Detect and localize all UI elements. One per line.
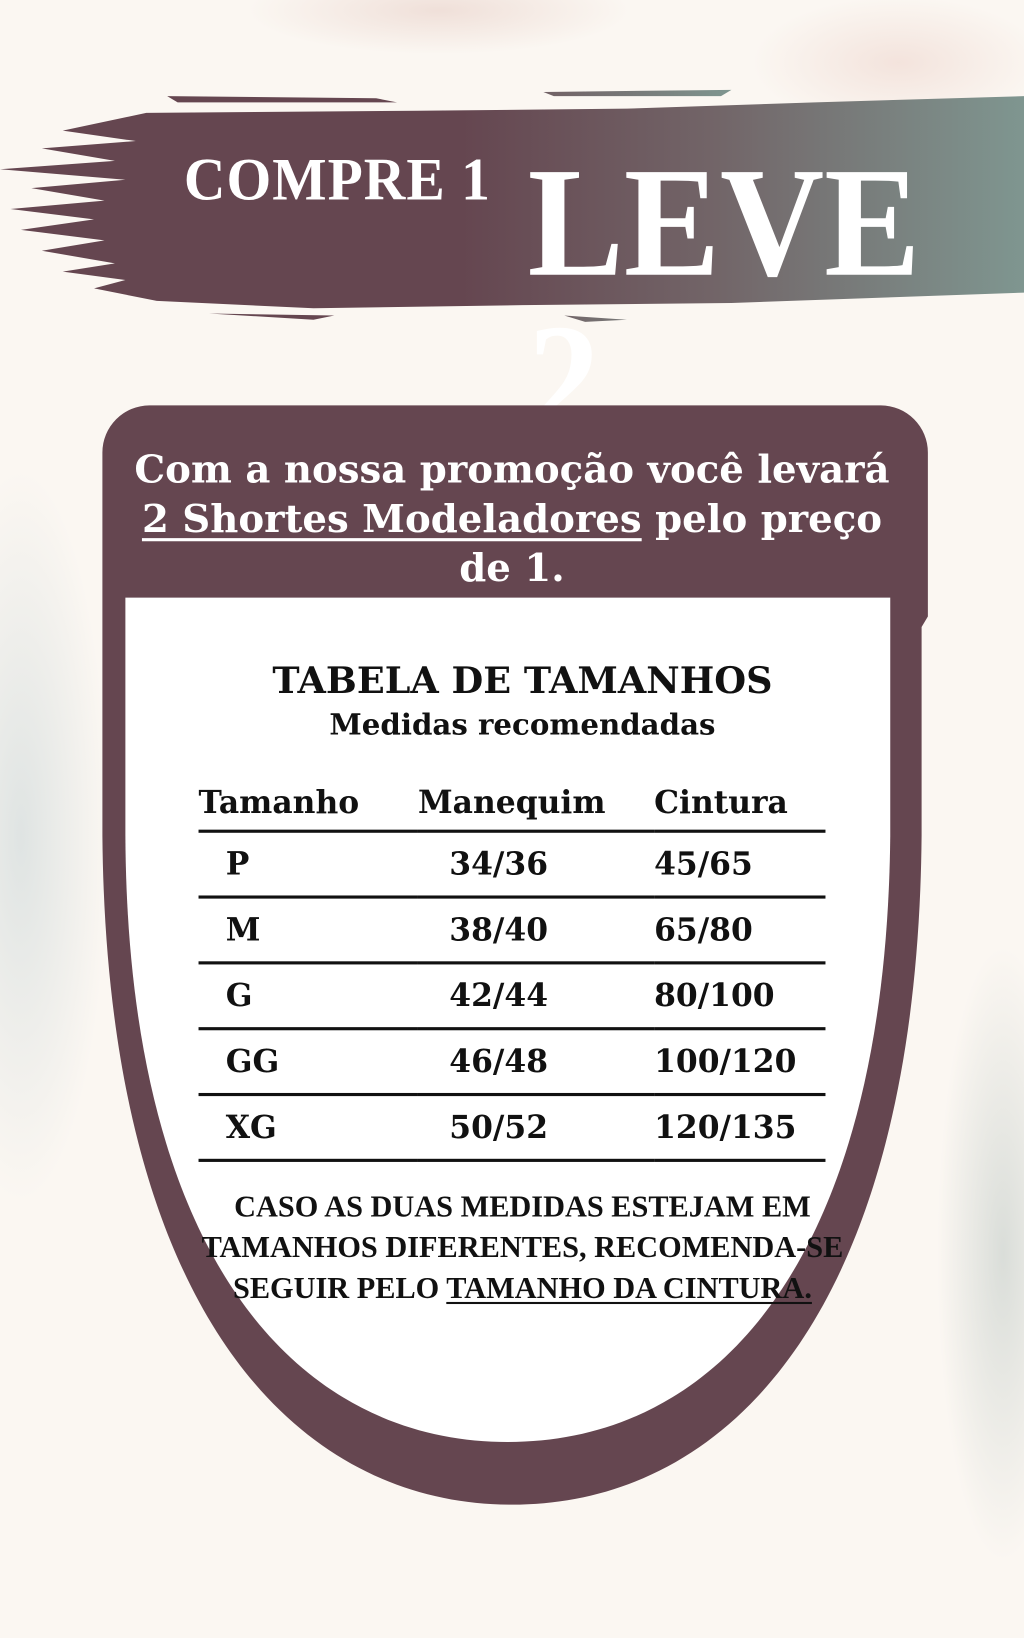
promo-text: Com a nossa promoção você levará 2 Short… <box>115 445 909 592</box>
size-table: Tamanho Manequim Cintura P 34/36 45/65 M 38… <box>198 775 826 1162</box>
promo-text-pre: Com a nossa promoção você levará <box>134 446 890 493</box>
manequim-cell: 50/52 <box>417 1094 655 1162</box>
table-title: TABELA DE TAMANHOS <box>272 659 773 703</box>
table-row: M 38/40 65/80 <box>198 897 826 965</box>
table-row: G 42/44 80/100 <box>198 962 826 1031</box>
cintura-cell: 100/120 <box>654 1028 826 1097</box>
manequim-cell: 38/40 <box>417 897 655 965</box>
manequim-cell: 34/36 <box>417 831 655 899</box>
header-manequim: Manequim <box>417 775 655 833</box>
note-text: CASO AS DUAS MEDIDAS ESTEJAM EM TAMANHOS… <box>201 1190 844 1306</box>
table-heading: TABELA DE TAMANHOS Medidas recomendadas <box>125 658 919 746</box>
size-cell: XG <box>198 1094 418 1162</box>
cintura-cell: 65/80 <box>654 897 826 965</box>
size-cell: G <box>198 962 418 1031</box>
size-cell: GG <box>198 1028 418 1097</box>
size-cell: P <box>198 831 418 899</box>
header-tamanho: Tamanho <box>198 775 418 833</box>
table-row: P 34/36 45/65 <box>198 831 826 899</box>
cintura-cell: 120/135 <box>654 1094 826 1162</box>
note-highlight: TAMANHO DA CINTURA. <box>446 1271 812 1306</box>
promo-text-post: pelo preço de 1. <box>459 495 883 591</box>
size-cell: M <box>198 897 418 965</box>
cintura-cell: 80/100 <box>654 962 826 1031</box>
table-subtitle: Medidas recomendadas <box>329 707 716 742</box>
table-row: GG 46/48 100/120 <box>198 1028 826 1097</box>
sizing-note: CASO AS DUAS MEDIDAS ESTEJAM EM TAMANHOS… <box>157 1187 888 1309</box>
manequim-cell: 42/44 <box>417 962 655 1031</box>
table-header-row: Tamanho Manequim Cintura <box>198 775 826 833</box>
header-cintura: Cintura <box>654 775 826 833</box>
table-row: XG 50/52 120/135 <box>198 1094 826 1162</box>
manequim-cell: 46/48 <box>417 1028 655 1097</box>
compre-1-heading: COMPRE 1 <box>183 145 491 214</box>
cintura-cell: 45/65 <box>654 831 826 899</box>
leve-2-heading: LEVE 2 <box>527 135 921 467</box>
promo-product-highlight: 2 Shortes Modeladores <box>141 495 642 542</box>
brush-banner <box>0 89 1024 322</box>
